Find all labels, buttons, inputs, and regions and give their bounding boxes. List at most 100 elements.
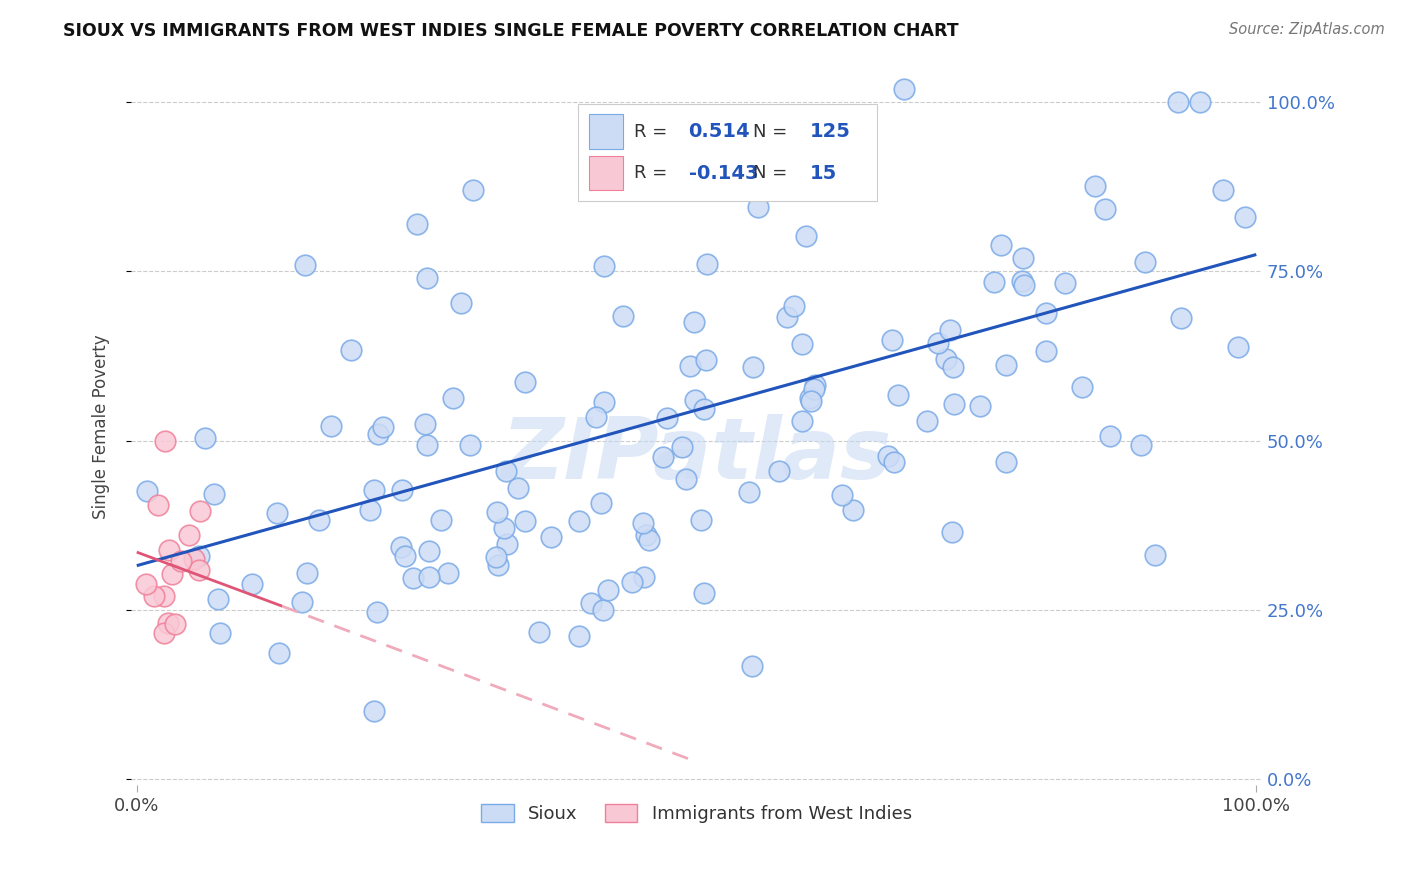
Point <box>683 392 706 407</box>
Point <box>682 315 704 329</box>
Point <box>915 414 938 428</box>
Point <box>416 438 439 452</box>
Point <box>266 506 288 520</box>
Point <box>689 512 711 526</box>
Point <box>768 464 790 478</box>
FancyBboxPatch shape <box>578 104 877 202</box>
Point <box>738 484 761 499</box>
Point <box>291 595 314 609</box>
Point <box>513 375 536 389</box>
Point <box>513 514 536 528</box>
Point <box>880 334 903 348</box>
Point <box>1226 339 1249 353</box>
Point <box>202 486 225 500</box>
Point <box>430 513 453 527</box>
Point <box>579 596 602 610</box>
Text: R =: R = <box>634 122 673 141</box>
Point <box>877 449 900 463</box>
Point <box>366 606 388 620</box>
Point <box>612 309 634 323</box>
Point <box>790 336 813 351</box>
Point <box>939 323 962 337</box>
Point <box>803 382 825 396</box>
Point <box>800 394 823 409</box>
Point <box>156 616 179 631</box>
Point <box>495 464 517 478</box>
Point <box>485 549 508 564</box>
Bar <box>589 156 623 190</box>
Point <box>415 271 437 285</box>
Point <box>995 455 1018 469</box>
Point <box>394 549 416 563</box>
Text: N =: N = <box>754 122 793 141</box>
Point <box>695 352 717 367</box>
Point <box>883 455 905 469</box>
Point <box>240 576 263 591</box>
Point <box>340 343 363 357</box>
Point <box>153 626 176 640</box>
Point <box>1170 311 1192 326</box>
Text: 0.514: 0.514 <box>689 122 751 141</box>
Point <box>321 419 343 434</box>
Point <box>1144 548 1167 562</box>
Point <box>389 540 412 554</box>
Point <box>942 359 965 374</box>
Point <box>1011 274 1033 288</box>
Text: 15: 15 <box>810 164 837 183</box>
Point <box>696 257 718 271</box>
Point <box>1167 95 1189 110</box>
Point <box>652 183 675 197</box>
Point <box>405 217 427 231</box>
Point <box>485 505 508 519</box>
Point <box>783 299 806 313</box>
Point <box>194 431 217 445</box>
Point <box>461 183 484 197</box>
Point <box>657 411 679 425</box>
Point <box>671 440 693 454</box>
Point <box>1129 437 1152 451</box>
Point <box>187 549 209 563</box>
Point <box>371 419 394 434</box>
Point <box>418 543 440 558</box>
Point <box>935 352 957 367</box>
Point <box>941 524 963 539</box>
Point <box>492 521 515 535</box>
Point <box>969 399 991 413</box>
Point <box>792 414 814 428</box>
Point <box>591 496 613 510</box>
Point <box>188 504 211 518</box>
Point <box>441 391 464 405</box>
Point <box>804 378 827 392</box>
Point <box>367 427 389 442</box>
Point <box>742 359 765 374</box>
Point <box>458 438 481 452</box>
Point <box>152 589 174 603</box>
Point <box>1189 95 1212 110</box>
Point <box>450 296 472 310</box>
Point <box>593 259 616 273</box>
Point <box>159 543 181 558</box>
Point <box>207 591 229 606</box>
Point <box>747 200 769 214</box>
Point <box>1012 277 1035 292</box>
Point <box>177 528 200 542</box>
Point <box>1212 183 1234 197</box>
Point <box>496 537 519 551</box>
Point <box>1071 380 1094 394</box>
Point <box>983 275 1005 289</box>
Point <box>359 502 381 516</box>
Point <box>831 488 853 502</box>
Text: N =: N = <box>754 164 793 182</box>
Point <box>506 481 529 495</box>
Point <box>568 514 591 528</box>
Point <box>540 530 562 544</box>
Legend: Sioux, Immigrants from West Indies: Sioux, Immigrants from West Indies <box>474 797 920 830</box>
Point <box>585 410 607 425</box>
Point <box>775 310 797 324</box>
Text: R =: R = <box>634 164 673 182</box>
Point <box>295 566 318 580</box>
Point <box>990 238 1012 252</box>
Point <box>620 574 643 589</box>
Point <box>436 566 458 580</box>
Point <box>391 483 413 497</box>
